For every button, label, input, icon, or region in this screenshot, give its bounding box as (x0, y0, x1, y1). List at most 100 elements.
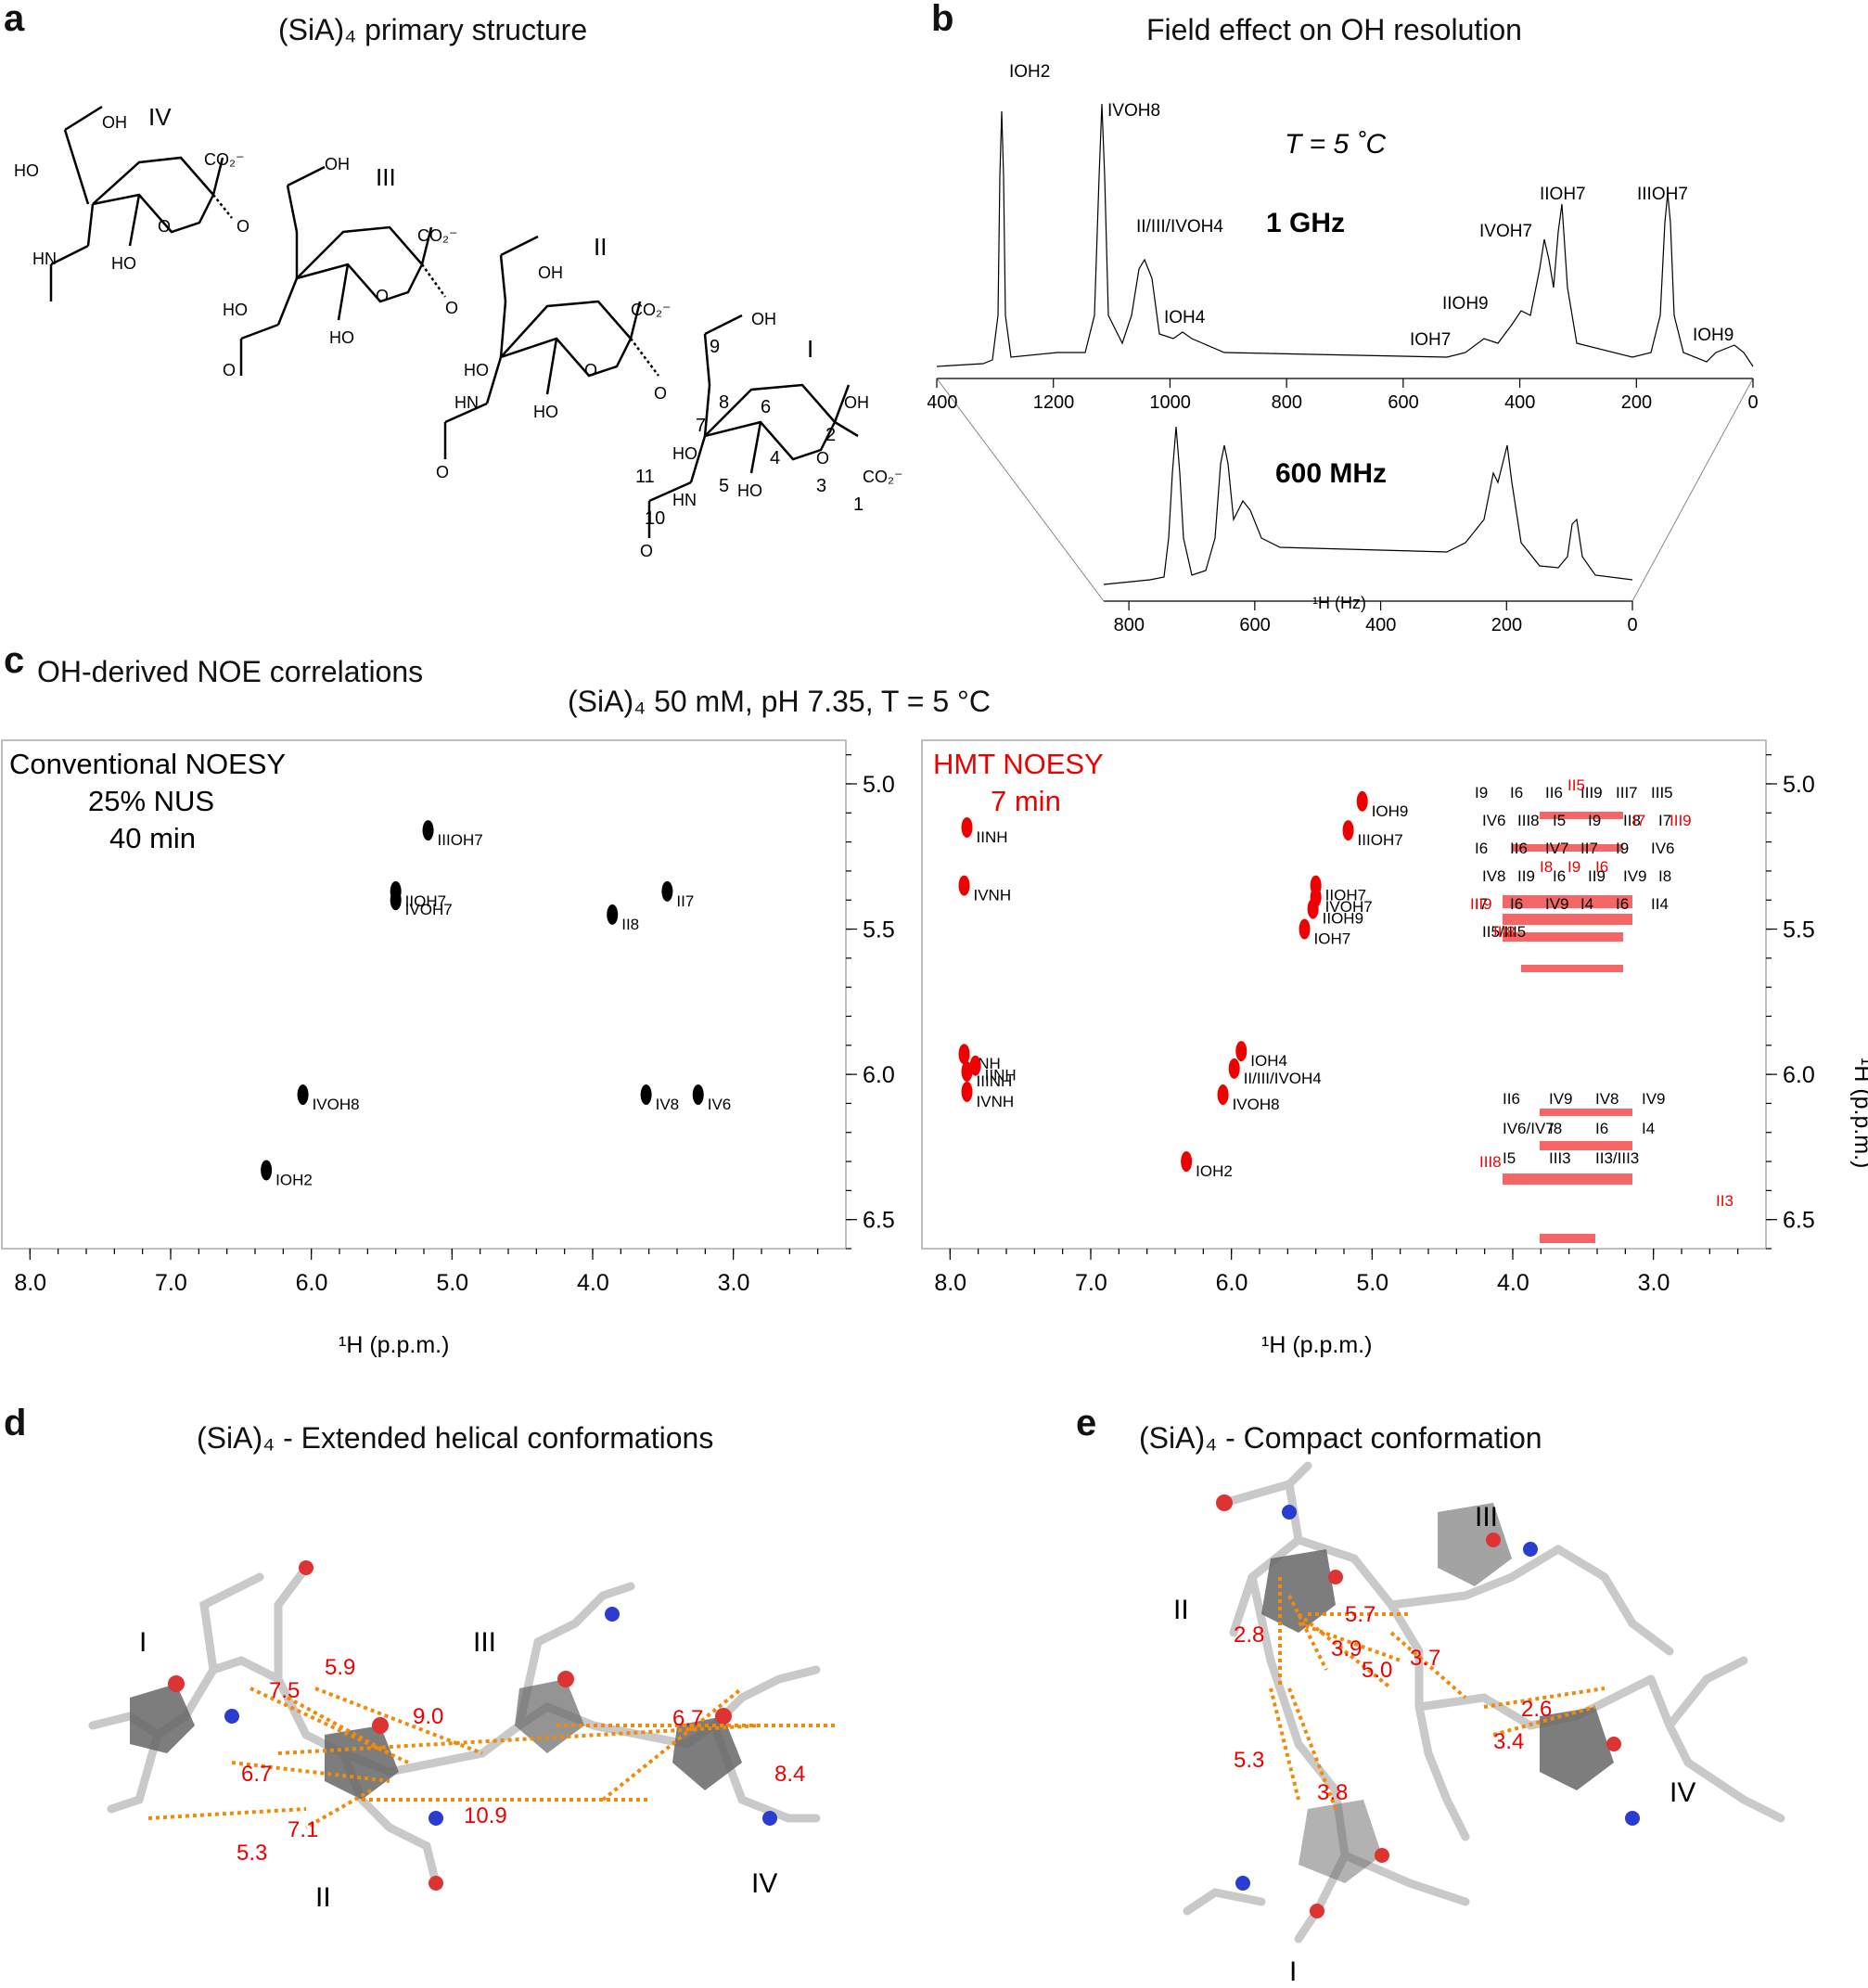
svg-text:CO₂⁻: CO₂⁻ (417, 226, 458, 245)
svg-text:O: O (445, 299, 458, 317)
noe-cross-peak (1235, 1041, 1247, 1062)
svg-text:HN: HN (672, 491, 697, 509)
x-tick-label: 3.0 (718, 1270, 750, 1296)
ring-label-ii: II (594, 233, 607, 261)
peak-label-1ghz: IIIOH7 (1637, 185, 1688, 204)
region-peak-label: I7 (1475, 895, 1488, 913)
noe-cross-peak (390, 890, 402, 911)
tick-label-1ghz: 200 (1621, 392, 1652, 413)
y-tick-label: 5.5 (863, 917, 895, 943)
distance-label: 5.0 (1362, 1658, 1392, 1683)
region-peak-label: II7 (1580, 840, 1598, 857)
distance-label: 8.4 (774, 1762, 805, 1787)
cross-peak-label: IIINH (977, 1072, 1013, 1090)
svg-text:HO: HO (464, 361, 489, 379)
cross-peak-label: IOH9 (1372, 802, 1409, 820)
svg-text:O: O (640, 542, 653, 560)
spectrum-annotation-hmt-time: 7 min (991, 785, 1061, 817)
distance-label: 5.3 (237, 1841, 267, 1866)
noe-cross-peak (640, 1084, 652, 1106)
distance-label: 3.7 (1410, 1646, 1440, 1671)
svg-text:O: O (584, 361, 597, 379)
region-peak-label: II3/III3 (1595, 1149, 1639, 1167)
peak-label-1ghz: IOH9 (1693, 326, 1734, 345)
spectrum-title-600mhz: 600 MHz (1275, 458, 1387, 489)
svg-text:O: O (223, 361, 236, 379)
atom-num-11: 11 (635, 467, 655, 487)
ring-label-i: I (807, 335, 813, 363)
y-tick-label: 5.0 (1783, 772, 1815, 798)
distance-label: 6.7 (672, 1706, 703, 1731)
region-peak-label: I8 (1549, 1120, 1562, 1137)
noe-cross-peak (961, 816, 973, 838)
cross-peak-label: II8 (621, 916, 639, 933)
spectrum-title-1ghz: 1 GHz (1266, 208, 1345, 238)
distance-label: 7.5 (269, 1678, 300, 1703)
spectrum-annotation-time: 40 min (109, 822, 196, 854)
atom-num-2: 2 (825, 425, 836, 445)
region-peak-label-red: I9 (1567, 858, 1580, 876)
svg-text:HO: HO (329, 328, 354, 347)
noe-cross-peak (958, 875, 970, 896)
svg-text:OH: OH (751, 310, 776, 328)
noe-cross-peak (961, 1060, 973, 1082)
svg-text:HO: HO (672, 444, 697, 463)
svg-text:CO₂⁻: CO₂⁻ (863, 468, 903, 486)
region-peak-label: I5 (1503, 1149, 1516, 1167)
x-tick-label: 8.0 (14, 1270, 46, 1296)
region-peak-label: IV7 (1545, 840, 1569, 857)
svg-text:OH: OH (102, 113, 127, 132)
region-peak-label: IV6/IV7 (1503, 1120, 1555, 1137)
distance-label: 9.0 (413, 1704, 443, 1729)
x-tick-label: 6.0 (1216, 1270, 1248, 1296)
ring-label-iv: IV (751, 1868, 777, 1899)
atom-num-6: 6 (761, 397, 771, 417)
distance-restraints (1269, 1577, 1606, 1810)
panel-label-b: b (931, 0, 954, 39)
panel-c-subtitle: (SiA)₄ 50 mM, pH 7.35, T = 5 °C (568, 685, 991, 718)
cross-peak-label: IVOH7 (1325, 898, 1373, 916)
svg-text:CO₂⁻: CO₂⁻ (631, 301, 672, 319)
region-peak-label: I9 (1588, 812, 1601, 829)
region-peak-label: II9 (1517, 867, 1535, 885)
region-peak-label: II8 (1623, 812, 1641, 829)
tick-label-600mhz: 200 (1491, 615, 1522, 631)
cross-peak-label: IVOH7 (405, 901, 453, 918)
region-peak-label: III7 (1616, 784, 1638, 802)
noe-cross-peak (1217, 1084, 1229, 1106)
cross-peak-label: IIOH7 (405, 892, 446, 910)
ring-label-i: I (139, 1627, 147, 1658)
svg-text:OH: OH (325, 155, 350, 173)
x-axis-label-left: ¹H (p.p.m.) (339, 1332, 449, 1358)
tick-label-1ghz: 0 (1748, 392, 1759, 413)
region-peak-label: IV6 (1482, 812, 1506, 829)
tick-label-600mhz: 400 (1365, 615, 1396, 631)
tick-label-1ghz: 400 (1504, 392, 1535, 413)
region-peak-label-red: II3 (1716, 1192, 1734, 1210)
x-tick-label: 7.0 (155, 1270, 187, 1296)
noe-cross-peak (261, 1160, 273, 1181)
sugar-ring-iii (515, 1679, 584, 1753)
x-tick-label: 8.0 (934, 1270, 966, 1296)
region-peak-label: II6 (1503, 1090, 1520, 1108)
spectrum-annotation-nus: 25% NUS (88, 785, 214, 817)
region-peak-label: II4 (1651, 895, 1669, 913)
peak-label-1ghz: IOH7 (1410, 330, 1451, 350)
region-peak-label-red: II5 (1567, 776, 1585, 794)
region-peak-label: I6 (1616, 895, 1629, 913)
svg-text:HO: HO (533, 403, 558, 421)
tick-label-1ghz: 600 (1388, 392, 1418, 413)
x-tick-label: 5.0 (436, 1270, 468, 1296)
panel-d-title: (SiA)₄ - Extended helical conformations (197, 1421, 714, 1455)
cross-peak-label: IV6 (708, 1096, 732, 1113)
region-peak-label: IV8 (1482, 867, 1506, 885)
y-tick-label: 6.0 (863, 1062, 895, 1088)
region-peak-label: I7 (1658, 812, 1671, 829)
panel-label-e: e (1076, 1403, 1097, 1443)
sugar-ring-iii (1438, 1503, 1512, 1586)
cross-peak-label: IVNH (977, 1093, 1015, 1110)
noe-cross-peak (1356, 790, 1368, 812)
x-tick-label: 3.0 (1638, 1270, 1670, 1296)
noe-cross-peak (1299, 918, 1311, 940)
